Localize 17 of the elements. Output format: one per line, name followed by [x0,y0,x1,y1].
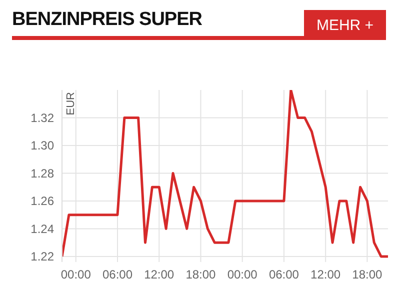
y-tick-label: 1.28 [30,166,54,180]
x-tick-label: 00:00 [227,268,258,282]
x-tick-label: 12:00 [310,268,341,282]
x-tick-label: 00:00 [60,268,92,282]
x-tick-label: 06:00 [268,268,300,282]
x-tick-label: 18:00 [186,268,216,282]
y-tick-label: 1.30 [30,138,54,153]
y-tick-label: 1.22 [30,250,54,264]
x-tick-label: 12:00 [144,268,174,282]
text: MEHR + [304,10,386,40]
y-tick-label: 1.26 [30,194,54,208]
y-tick-label: 1.32 [30,111,54,125]
chart-title: BENZINPREIS SUPER [12,9,202,31]
x-tick-label: 06:00 [102,268,133,282]
y-axis-title: EUR [65,92,77,116]
y-tick-label: 1.24 [30,222,54,236]
x-tick-label: 18:00 [352,268,383,282]
